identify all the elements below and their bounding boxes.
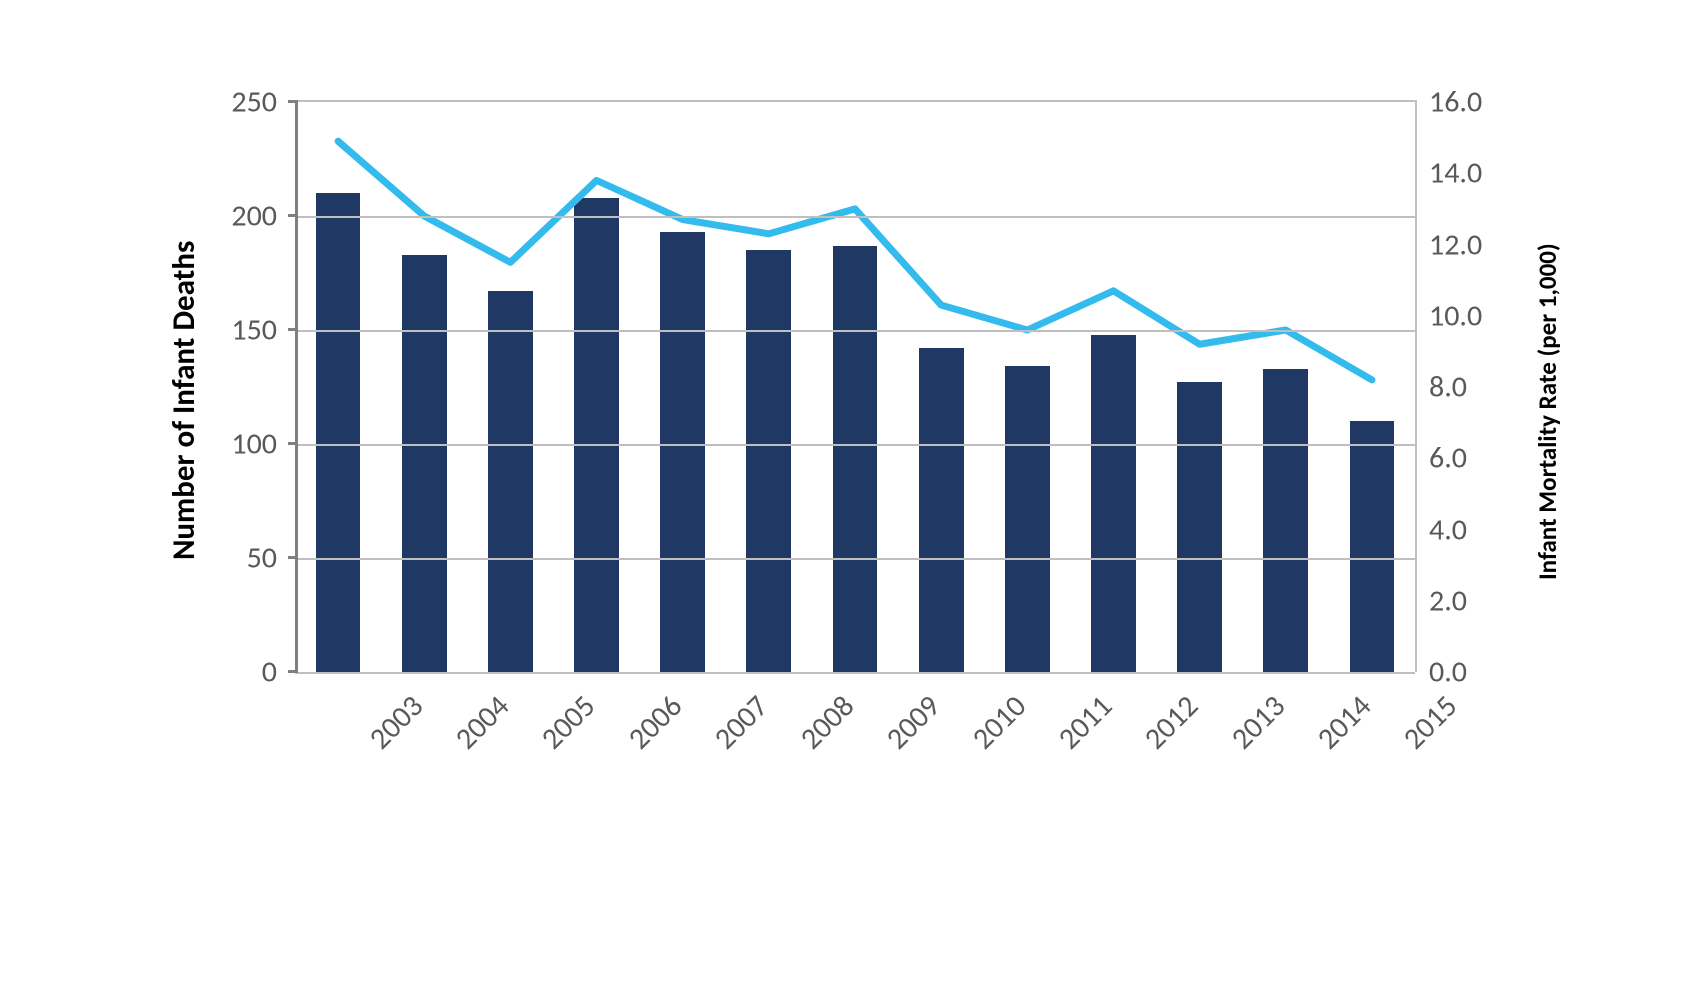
left-axis-tick-label: 200 [231,198,295,235]
gridline [295,558,1415,560]
x-axis-tick-label: 2010 [965,688,1034,757]
y-right-axis-title: Infant Mortality Rate (per 1,000) [1532,243,1563,580]
right-axis-tick-label: 16.0 [1415,84,1482,121]
left-axis-tick-label: 250 [231,84,295,121]
gridline [295,444,1415,446]
y-left-axis-title: Number of Infant Deaths [165,241,203,560]
right-axis-tick-label: 2.0 [1415,582,1467,619]
right-axis-tick-label: 14.0 [1415,155,1482,192]
x-axis-tick-label: 2013 [1223,688,1292,757]
right-axis-tick-label: 6.0 [1415,440,1467,477]
right-axis-tick-label: 4.0 [1415,511,1467,548]
line-layer [295,102,1415,672]
x-axis-tick-label: 2004 [448,688,517,757]
infant-mortality-chart: 0501001502002500.02.04.06.08.010.012.014… [115,50,1595,950]
rate-line [338,141,1372,380]
right-axis-tick-label: 10.0 [1415,297,1482,334]
x-axis-tick-label: 2003 [362,688,431,757]
plot-area: 0501001502002500.02.04.06.08.010.012.014… [295,100,1417,672]
x-axis-tick-label: 2011 [1051,688,1120,757]
right-axis-tick-label: 12.0 [1415,226,1482,263]
left-axis-tick-label: 100 [231,426,295,463]
left-axis-tick [288,328,298,331]
x-axis-line [295,672,1415,674]
x-axis-tick-label: 2006 [620,688,689,757]
left-axis-line [295,100,298,670]
gridline [295,330,1415,332]
right-axis-tick-label: 0.0 [1415,654,1467,691]
left-axis-tick [288,442,298,445]
x-axis-tick-label: 2009 [879,688,948,757]
x-axis-tick-label: 2008 [793,688,862,757]
left-axis-tick [288,556,298,559]
left-axis-tick [288,670,298,673]
gridline [295,216,1415,218]
left-axis-tick [288,100,298,103]
x-axis-tick-label: 2012 [1137,688,1206,757]
x-axis-tick-label: 2014 [1310,688,1379,757]
x-axis-tick-label: 2015 [1396,688,1465,757]
left-axis-tick [288,214,298,217]
x-axis-tick-label: 2005 [534,688,603,757]
right-axis-tick-label: 8.0 [1415,369,1467,406]
x-axis-tick-label: 2007 [707,688,776,757]
left-axis-tick-label: 150 [231,312,295,349]
